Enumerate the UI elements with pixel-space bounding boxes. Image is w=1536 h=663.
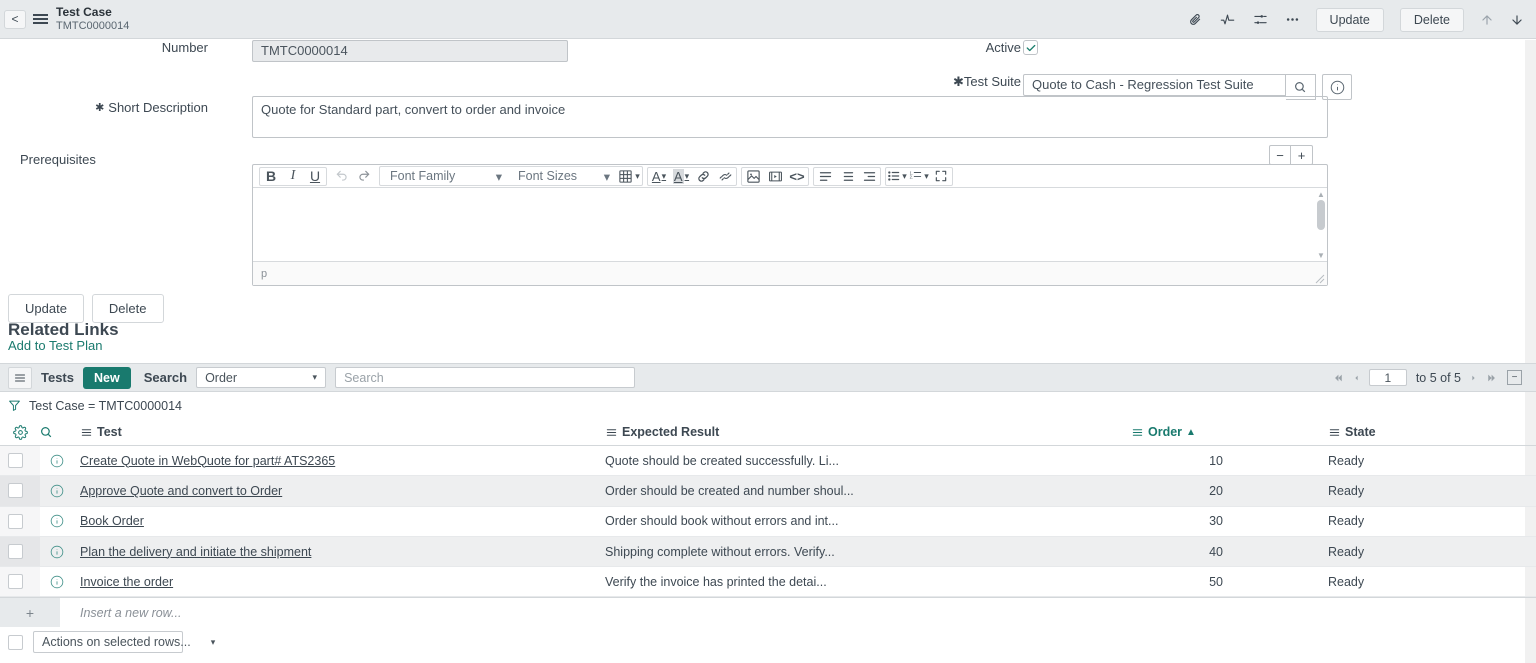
svg-text:2.: 2. [910,174,913,179]
